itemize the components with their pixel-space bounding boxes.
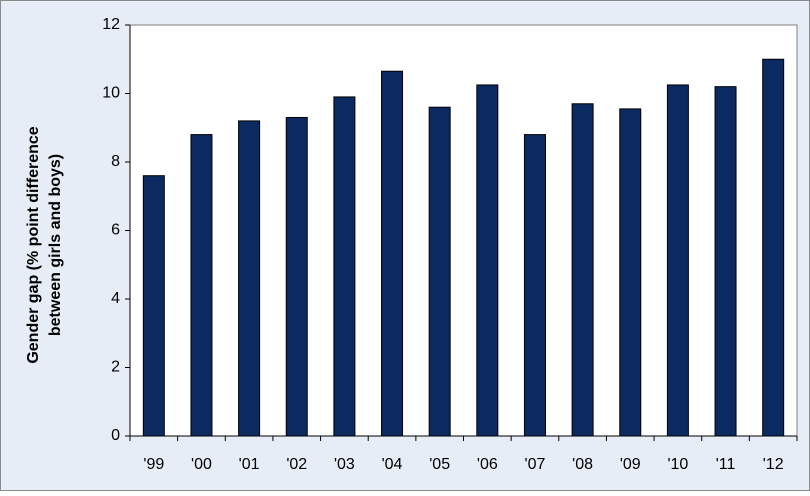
y-tick-label: 10 (102, 85, 120, 102)
bar (476, 84, 499, 437)
x-tick-label: '01 (239, 456, 260, 473)
bar (666, 84, 689, 437)
plot-area (129, 24, 798, 437)
y-tick-label: 8 (111, 153, 120, 170)
y-tick-label: 0 (111, 427, 120, 444)
x-tick-label: '07 (525, 456, 546, 473)
y-tick-label: 6 (111, 222, 120, 239)
x-tick-label: '03 (334, 456, 355, 473)
bar (333, 96, 356, 437)
x-tick-label: '99 (143, 456, 164, 473)
y-axis-label-line: Gender gap (% point difference (25, 126, 42, 363)
x-tick-label: '02 (286, 456, 307, 473)
bar (285, 116, 308, 437)
y-axis-label-line: between girls and boys) (47, 154, 64, 336)
x-tick-label: '00 (191, 456, 212, 473)
y-tick-label: 12 (102, 16, 120, 33)
bar (762, 58, 785, 437)
bar (523, 134, 546, 437)
y-tick-label: 4 (111, 290, 120, 307)
x-tick-label: '09 (620, 456, 641, 473)
x-tick-label: '04 (382, 456, 403, 473)
y-tick-label: 2 (111, 359, 120, 376)
x-tick-label: '10 (667, 456, 688, 473)
x-tick-label: '05 (429, 456, 450, 473)
bar (238, 120, 261, 437)
y-axis-label: Gender gap (% point difference between g… (25, 126, 64, 363)
bar (619, 108, 642, 437)
bar (190, 134, 213, 437)
bar (428, 106, 451, 437)
x-tick-label: '11 (716, 456, 736, 473)
bar (714, 86, 737, 437)
x-tick-label: '08 (572, 456, 593, 473)
x-tick-label: '12 (763, 456, 784, 473)
bar (571, 103, 594, 437)
bar (142, 175, 165, 437)
bar (381, 70, 404, 437)
x-tick-label: '06 (477, 456, 498, 473)
